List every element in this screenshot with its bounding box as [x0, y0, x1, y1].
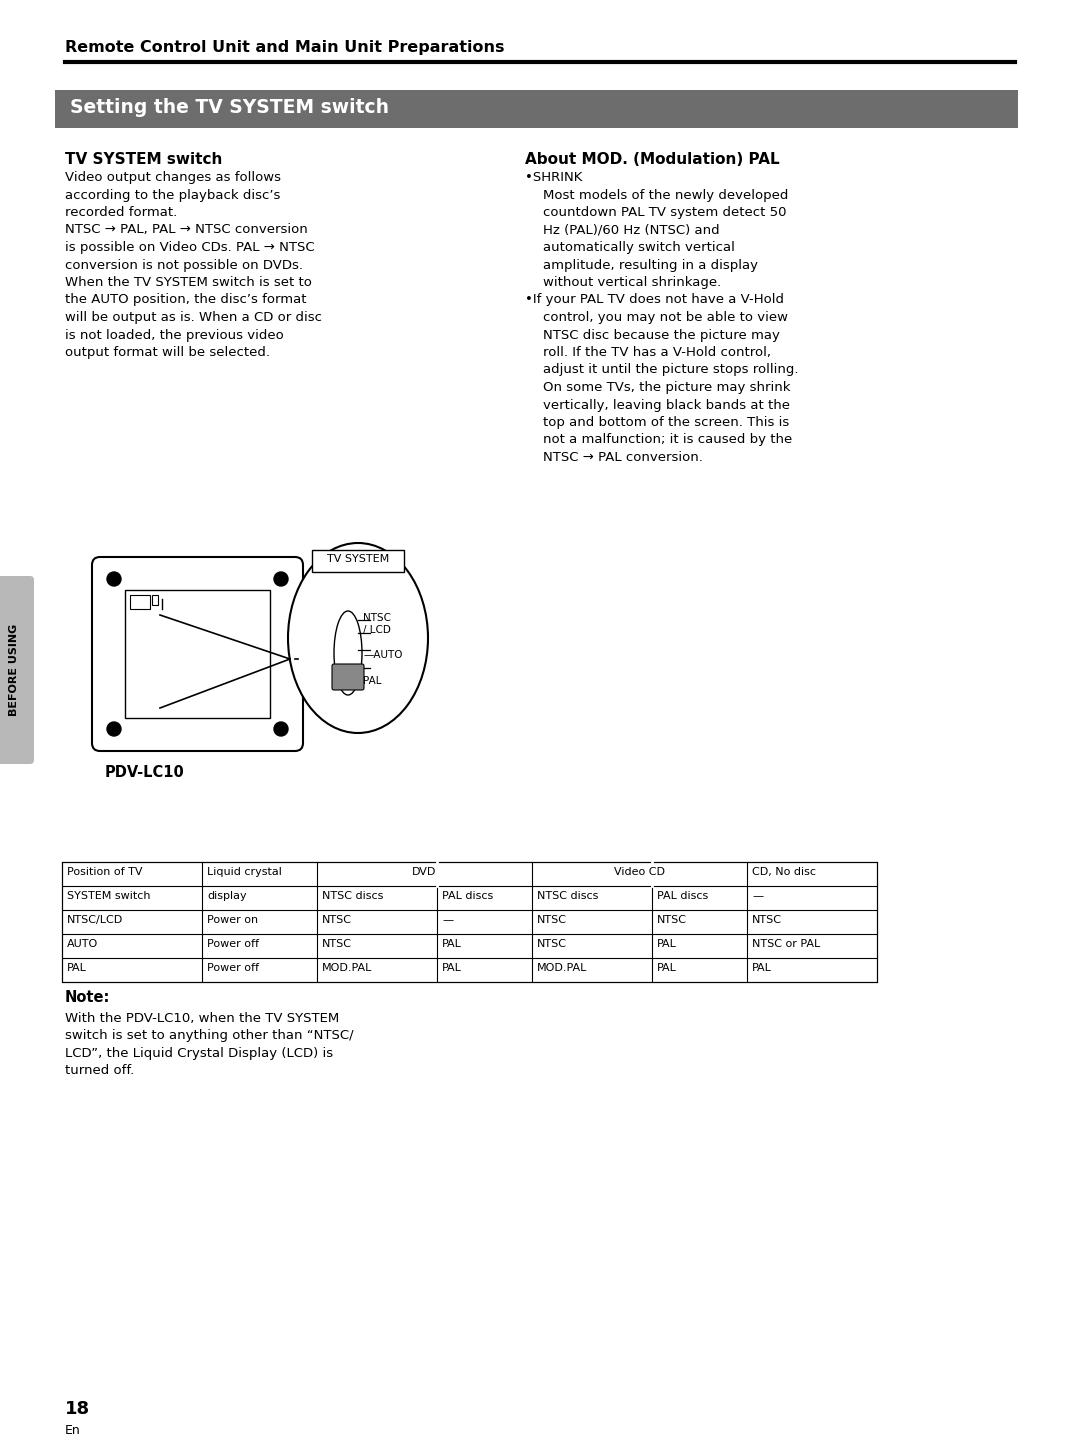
Text: —: — [442, 915, 454, 925]
Text: NTSC: NTSC [657, 915, 687, 925]
FancyBboxPatch shape [92, 557, 303, 752]
Text: DVD: DVD [413, 867, 436, 877]
Bar [125, 589, 270, 718]
Circle shape [107, 572, 121, 586]
Text: —: — [752, 891, 764, 901]
Text: CD, No disc: CD, No disc [752, 867, 816, 877]
Text: NTSC: NTSC [322, 938, 352, 948]
Circle shape [274, 723, 288, 736]
Text: PAL: PAL [657, 963, 677, 973]
Text: PAL: PAL [442, 963, 462, 973]
Text: switch is set to anything other than “NTSC/: switch is set to anything other than “NT… [65, 1030, 353, 1043]
Text: When the TV SYSTEM switch is set to: When the TV SYSTEM switch is set to [65, 277, 312, 290]
Text: Position of TV: Position of TV [67, 867, 143, 877]
Text: NTSC: NTSC [537, 915, 567, 925]
Text: NTSC: NTSC [537, 938, 567, 948]
Bar [62, 862, 877, 982]
Bar [130, 595, 150, 610]
Circle shape [274, 572, 288, 586]
Text: 18: 18 [65, 1400, 90, 1418]
Text: roll. If the TV has a V-Hold control,: roll. If the TV has a V-Hold control, [543, 346, 771, 359]
Text: NTSC discs: NTSC discs [322, 891, 383, 901]
Text: display: display [207, 891, 246, 901]
Text: MOD.PAL: MOD.PAL [322, 963, 373, 973]
Text: Setting the TV SYSTEM switch: Setting the TV SYSTEM switch [70, 98, 389, 117]
Text: PAL: PAL [67, 963, 86, 973]
Text: adjust it until the picture stops rolling.: adjust it until the picture stops rollin… [543, 363, 798, 376]
Text: top and bottom of the screen. This is: top and bottom of the screen. This is [543, 416, 789, 429]
Text: NTSC: NTSC [363, 613, 391, 623]
Text: About MOD. (Modulation) PAL: About MOD. (Modulation) PAL [525, 152, 780, 167]
Text: Most models of the newly developed: Most models of the newly developed [543, 188, 788, 201]
Text: With the PDV-LC10, when the TV SYSTEM: With the PDV-LC10, when the TV SYSTEM [65, 1012, 339, 1025]
FancyBboxPatch shape [332, 665, 364, 691]
Text: MOD.PAL: MOD.PAL [537, 963, 588, 973]
Text: PAL discs: PAL discs [442, 891, 494, 901]
Bar [55, 90, 1018, 127]
Text: NTSC → PAL conversion.: NTSC → PAL conversion. [543, 450, 703, 463]
Text: turned off.: turned off. [65, 1064, 134, 1077]
Text: is not loaded, the previous video: is not loaded, the previous video [65, 329, 284, 342]
Text: automatically switch vertical: automatically switch vertical [543, 240, 734, 253]
Text: Remote Control Unit and Main Unit Preparations: Remote Control Unit and Main Unit Prepar… [65, 41, 504, 55]
Text: —AUTO: —AUTO [363, 650, 403, 660]
Text: Hz (PAL)/60 Hz (NTSC) and: Hz (PAL)/60 Hz (NTSC) and [543, 223, 719, 236]
Text: On some TVs, the picture may shrink: On some TVs, the picture may shrink [543, 381, 791, 394]
Text: Power on: Power on [207, 915, 258, 925]
Text: according to the playback disc’s: according to the playback disc’s [65, 188, 281, 201]
Text: Note:: Note: [65, 990, 110, 1005]
Text: without vertical shrinkage.: without vertical shrinkage. [543, 277, 721, 290]
Text: PAL: PAL [442, 938, 462, 948]
Text: recorded format.: recorded format. [65, 206, 177, 219]
Text: AUTO: AUTO [67, 938, 98, 948]
Text: •SHRINK: •SHRINK [525, 171, 582, 184]
Text: En: En [65, 1423, 81, 1436]
Text: countdown PAL TV system detect 50: countdown PAL TV system detect 50 [543, 206, 786, 219]
FancyBboxPatch shape [0, 576, 33, 765]
Text: PAL discs: PAL discs [657, 891, 708, 901]
Bar [152, 595, 158, 605]
Ellipse shape [334, 611, 362, 695]
Text: will be output as is. When a CD or disc: will be output as is. When a CD or disc [65, 311, 322, 324]
Text: Power off: Power off [207, 963, 259, 973]
Circle shape [107, 723, 121, 736]
Text: conversion is not possible on DVDs.: conversion is not possible on DVDs. [65, 259, 303, 272]
Text: NTSC: NTSC [322, 915, 352, 925]
Text: vertically, leaving black bands at the: vertically, leaving black bands at the [543, 398, 789, 411]
Text: not a malfunction; it is caused by the: not a malfunction; it is caused by the [543, 433, 793, 446]
Text: NTSC/LCD: NTSC/LCD [67, 915, 123, 925]
Text: Power off: Power off [207, 938, 259, 948]
Text: TV SYSTEM: TV SYSTEM [327, 555, 389, 565]
Text: the AUTO position, the disc’s format: the AUTO position, the disc’s format [65, 294, 307, 307]
Text: Video CD: Video CD [615, 867, 665, 877]
Text: NTSC → PAL, PAL → NTSC conversion: NTSC → PAL, PAL → NTSC conversion [65, 223, 308, 236]
Text: PDV-LC10: PDV-LC10 [105, 765, 185, 780]
Text: NTSC or PAL: NTSC or PAL [752, 938, 820, 948]
Text: NTSC disc because the picture may: NTSC disc because the picture may [543, 329, 780, 342]
Text: control, you may not be able to view: control, you may not be able to view [543, 311, 788, 324]
Ellipse shape [288, 543, 428, 733]
Text: BEFORE USING: BEFORE USING [9, 624, 19, 717]
Text: PAL: PAL [657, 938, 677, 948]
Text: Video output changes as follows: Video output changes as follows [65, 171, 281, 184]
Text: LCD”, the Liquid Crystal Display (LCD) is: LCD”, the Liquid Crystal Display (LCD) i… [65, 1047, 333, 1060]
Text: NTSC: NTSC [752, 915, 782, 925]
Text: PAL: PAL [363, 676, 381, 686]
FancyBboxPatch shape [312, 550, 404, 572]
Text: NTSC discs: NTSC discs [537, 891, 598, 901]
Text: TV SYSTEM switch: TV SYSTEM switch [65, 152, 222, 167]
Text: PAL: PAL [752, 963, 772, 973]
Text: Liquid crystal: Liquid crystal [207, 867, 282, 877]
Text: / LCD: / LCD [363, 626, 391, 636]
Text: output format will be selected.: output format will be selected. [65, 346, 270, 359]
Text: amplitude, resulting in a display: amplitude, resulting in a display [543, 259, 758, 272]
Text: is possible on Video CDs. PAL → NTSC: is possible on Video CDs. PAL → NTSC [65, 240, 314, 253]
Text: •If your PAL TV does not have a V-Hold: •If your PAL TV does not have a V-Hold [525, 294, 784, 307]
Text: SYSTEM switch: SYSTEM switch [67, 891, 150, 901]
